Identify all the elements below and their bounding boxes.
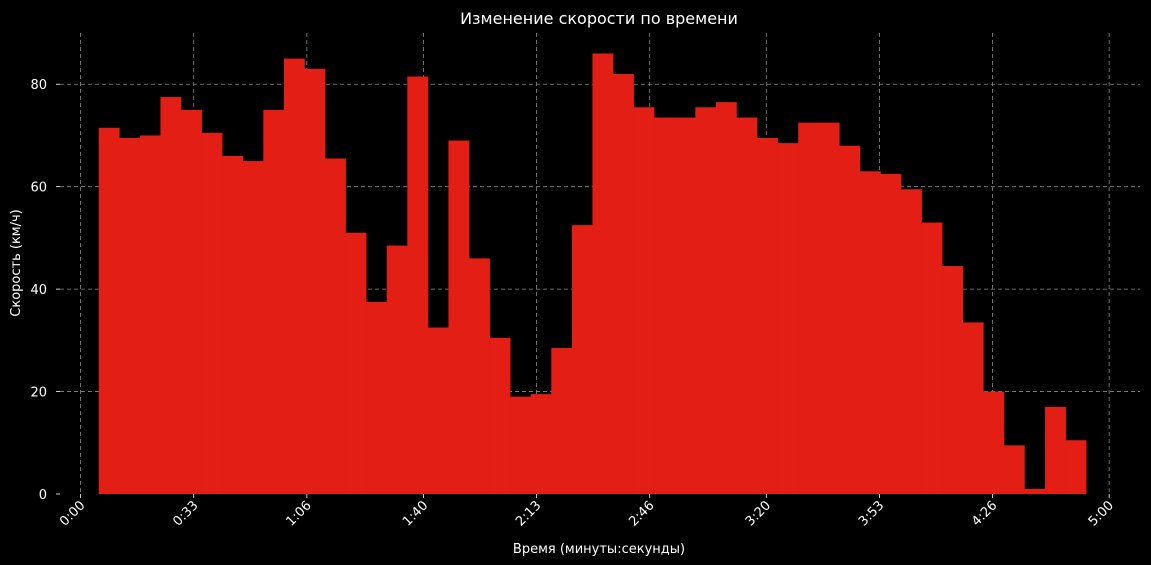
x-tick-label: 1:06 bbox=[283, 498, 314, 529]
x-tick-label: 5:00 bbox=[1086, 498, 1117, 529]
speed-bar bbox=[181, 109, 202, 494]
speed-bar bbox=[386, 245, 408, 494]
speed-bar bbox=[201, 132, 223, 494]
speed-bar bbox=[448, 140, 470, 495]
speed-bar bbox=[427, 327, 449, 494]
speed-bar bbox=[98, 127, 120, 494]
speed-bar bbox=[613, 73, 634, 494]
x-tick-label: 3:53 bbox=[856, 498, 887, 529]
speed-bar bbox=[1024, 488, 1046, 494]
y-axis-title: Скорость (км/ч) bbox=[9, 209, 24, 316]
speed-bar bbox=[839, 145, 861, 494]
speed-bar bbox=[1045, 406, 1066, 494]
speed-bar bbox=[901, 189, 922, 494]
speed-bar bbox=[1065, 440, 1087, 494]
speed-bar bbox=[921, 222, 943, 494]
speed-bar bbox=[818, 122, 840, 494]
speed-bar bbox=[510, 396, 532, 494]
speed-bar bbox=[530, 394, 552, 494]
speed-bar bbox=[242, 161, 264, 495]
y-tick-label: 60 bbox=[30, 181, 47, 196]
x-tick-label: 1:40 bbox=[400, 498, 431, 529]
speed-bar bbox=[777, 143, 799, 494]
speed-bar bbox=[757, 138, 778, 494]
speed-bar bbox=[263, 109, 285, 494]
speed-bar bbox=[942, 266, 964, 494]
speed-bar bbox=[983, 391, 1005, 494]
speed-bar bbox=[119, 138, 141, 494]
speed-bar bbox=[407, 76, 429, 495]
speed-bar bbox=[283, 58, 305, 494]
y-tick-label: 40 bbox=[30, 283, 47, 298]
speed-bar bbox=[139, 135, 161, 494]
x-tick-label: 2:13 bbox=[513, 498, 544, 529]
speed-bar bbox=[654, 117, 676, 495]
x-tick-label: 3:20 bbox=[743, 498, 774, 529]
speed-bar bbox=[695, 107, 717, 495]
x-tick-label: 0:00 bbox=[57, 498, 88, 529]
y-tick-label: 20 bbox=[30, 386, 47, 401]
speed-bar bbox=[345, 232, 367, 494]
x-tick-label: 0:33 bbox=[170, 498, 201, 529]
speed-bar bbox=[469, 258, 490, 494]
speed-bar bbox=[962, 322, 984, 494]
x-axis-ticks: 0:00 0:33 1:06 1:40 2:13 2:46 3:20 3:53 4:26 5:00 bbox=[57, 494, 1117, 529]
speed-bar bbox=[674, 117, 696, 495]
speed-bar bbox=[160, 97, 182, 495]
speed-bar bbox=[304, 68, 326, 494]
speed-bar bbox=[222, 155, 244, 494]
speed-bar bbox=[489, 337, 511, 494]
speed-bar bbox=[325, 158, 346, 494]
speed-bar bbox=[592, 53, 614, 494]
y-axis-ticks: 0 20 40 60 80 bbox=[30, 78, 60, 503]
speed-bar bbox=[551, 348, 573, 494]
speed-bar bbox=[798, 122, 820, 494]
y-tick-label: 80 bbox=[30, 78, 47, 93]
bars bbox=[98, 53, 1087, 495]
speed-bar bbox=[1003, 445, 1025, 494]
speed-bar bbox=[571, 225, 593, 495]
x-axis-title: Время (минуты:секунды) bbox=[513, 542, 685, 557]
x-tick-label: 4:26 bbox=[969, 498, 1000, 529]
speed-bar bbox=[880, 173, 902, 494]
speed-bar bbox=[715, 102, 737, 495]
y-tick-label: 0 bbox=[39, 488, 47, 503]
speed-bar bbox=[366, 301, 388, 494]
chart-title: Изменение скорости по времени bbox=[460, 9, 738, 28]
speed-bar bbox=[633, 107, 655, 495]
speed-bar bbox=[859, 171, 881, 495]
speed-bar bbox=[736, 117, 758, 495]
x-tick-label: 2:46 bbox=[626, 498, 657, 529]
